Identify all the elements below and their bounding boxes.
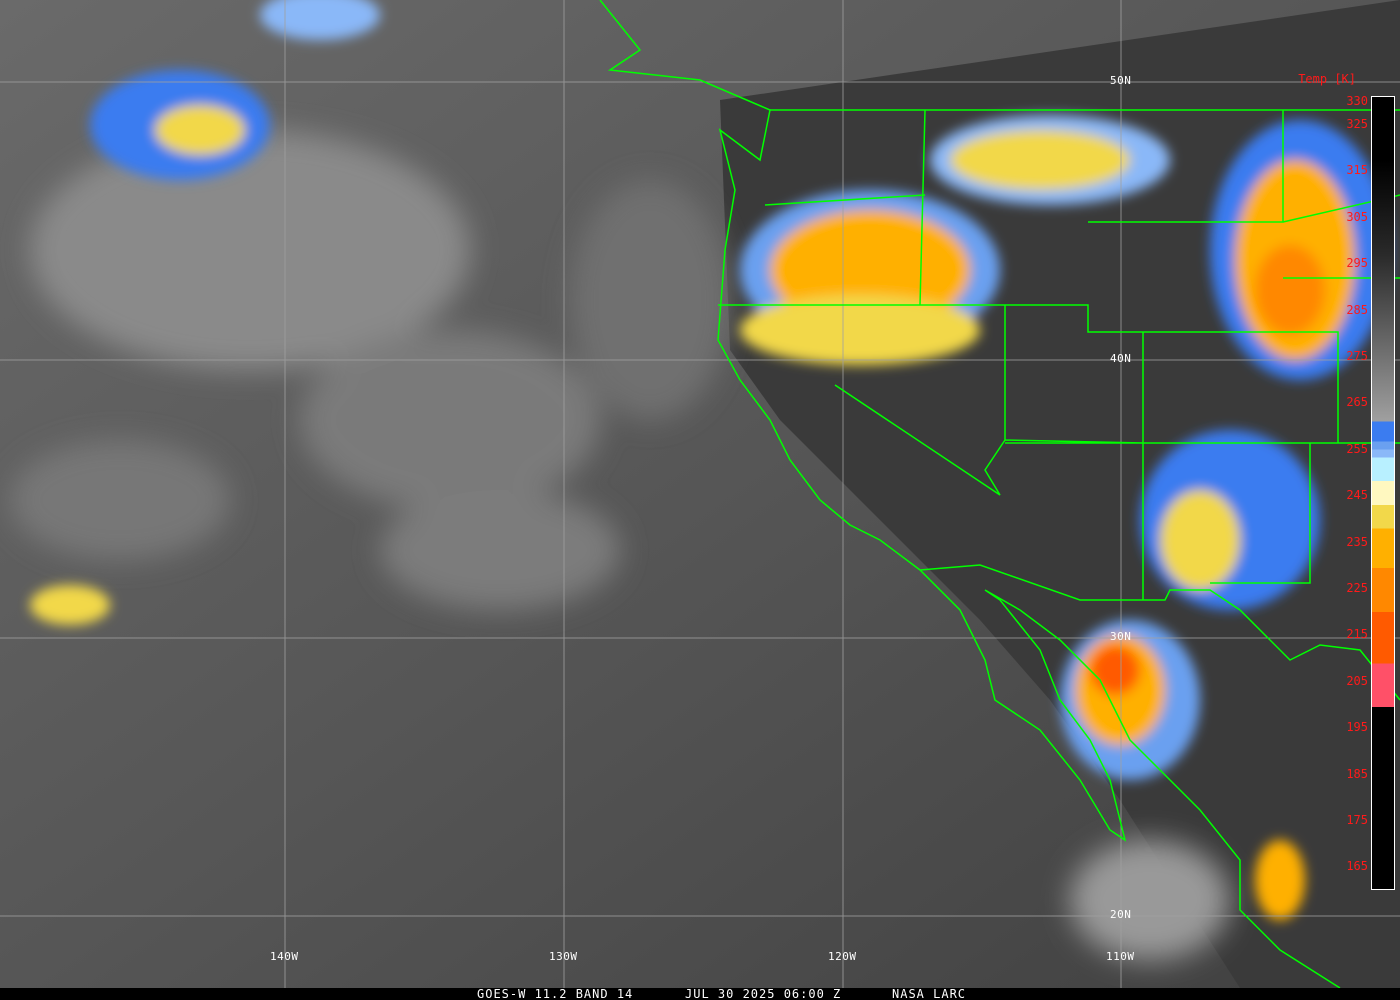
colorbar-tick-label: 315 bbox=[1346, 163, 1368, 178]
colorbar-tick-label: 185 bbox=[1346, 766, 1368, 781]
colorbar-tick-label: 275 bbox=[1346, 349, 1368, 363]
colorbar-tick-label: 225 bbox=[1346, 581, 1368, 595]
colorbar-tick-label: 325 bbox=[1346, 117, 1368, 131]
datetime-label: JUL 30 2025 06:00 Z bbox=[685, 987, 842, 1000]
colorbar-tick-label: 235 bbox=[1346, 534, 1368, 549]
lon-label-130w: 130W bbox=[549, 950, 578, 963]
coastline bbox=[599, 0, 1341, 988]
lat-label-30n: 30N bbox=[1110, 630, 1132, 643]
colorbar-tick-label: 330 bbox=[1346, 93, 1368, 108]
colorbar-title: Temp [K] bbox=[1298, 72, 1356, 86]
lon-label-110w: 110W bbox=[1106, 950, 1135, 963]
colorbar-tick-label: 265 bbox=[1346, 395, 1368, 410]
source-label: NASA LARC bbox=[892, 987, 967, 1000]
colorbar-tick-label: 255 bbox=[1346, 441, 1368, 456]
colorbar-tick-label: 245 bbox=[1346, 488, 1368, 503]
colorbar-tick-label: 295 bbox=[1346, 256, 1368, 271]
colorbar-tick-label: 175 bbox=[1346, 813, 1368, 827]
product-label: GOES-W 11.2 BAND 14 bbox=[477, 987, 634, 1000]
colorbar-tick-label: 165 bbox=[1346, 859, 1368, 874]
us-mexico-border bbox=[919, 564, 1400, 701]
lat-label-50n: 50N bbox=[1110, 74, 1132, 87]
political-boundaries bbox=[599, 0, 1400, 988]
colorbar-tick-label: 285 bbox=[1346, 302, 1368, 317]
colorbar-tick-label: 305 bbox=[1346, 209, 1368, 224]
caption-bar: GOES-W 11.2 BAND 14 JUL 30 2025 06:00 Z … bbox=[0, 988, 1400, 1000]
lat-label-40n: 40N bbox=[1110, 352, 1132, 365]
lon-label-120w: 120W bbox=[828, 950, 857, 963]
colorbar-tick-label: 205 bbox=[1346, 673, 1368, 688]
colorbar-tick-label: 195 bbox=[1346, 720, 1368, 735]
colorbar-tick-label: 215 bbox=[1346, 627, 1368, 642]
lat-label-20n: 20N bbox=[1110, 908, 1132, 921]
cold-cloud-tops bbox=[30, 0, 1390, 920]
lon-label-140w: 140W bbox=[270, 950, 299, 963]
temperature-colorbar bbox=[1371, 96, 1395, 890]
